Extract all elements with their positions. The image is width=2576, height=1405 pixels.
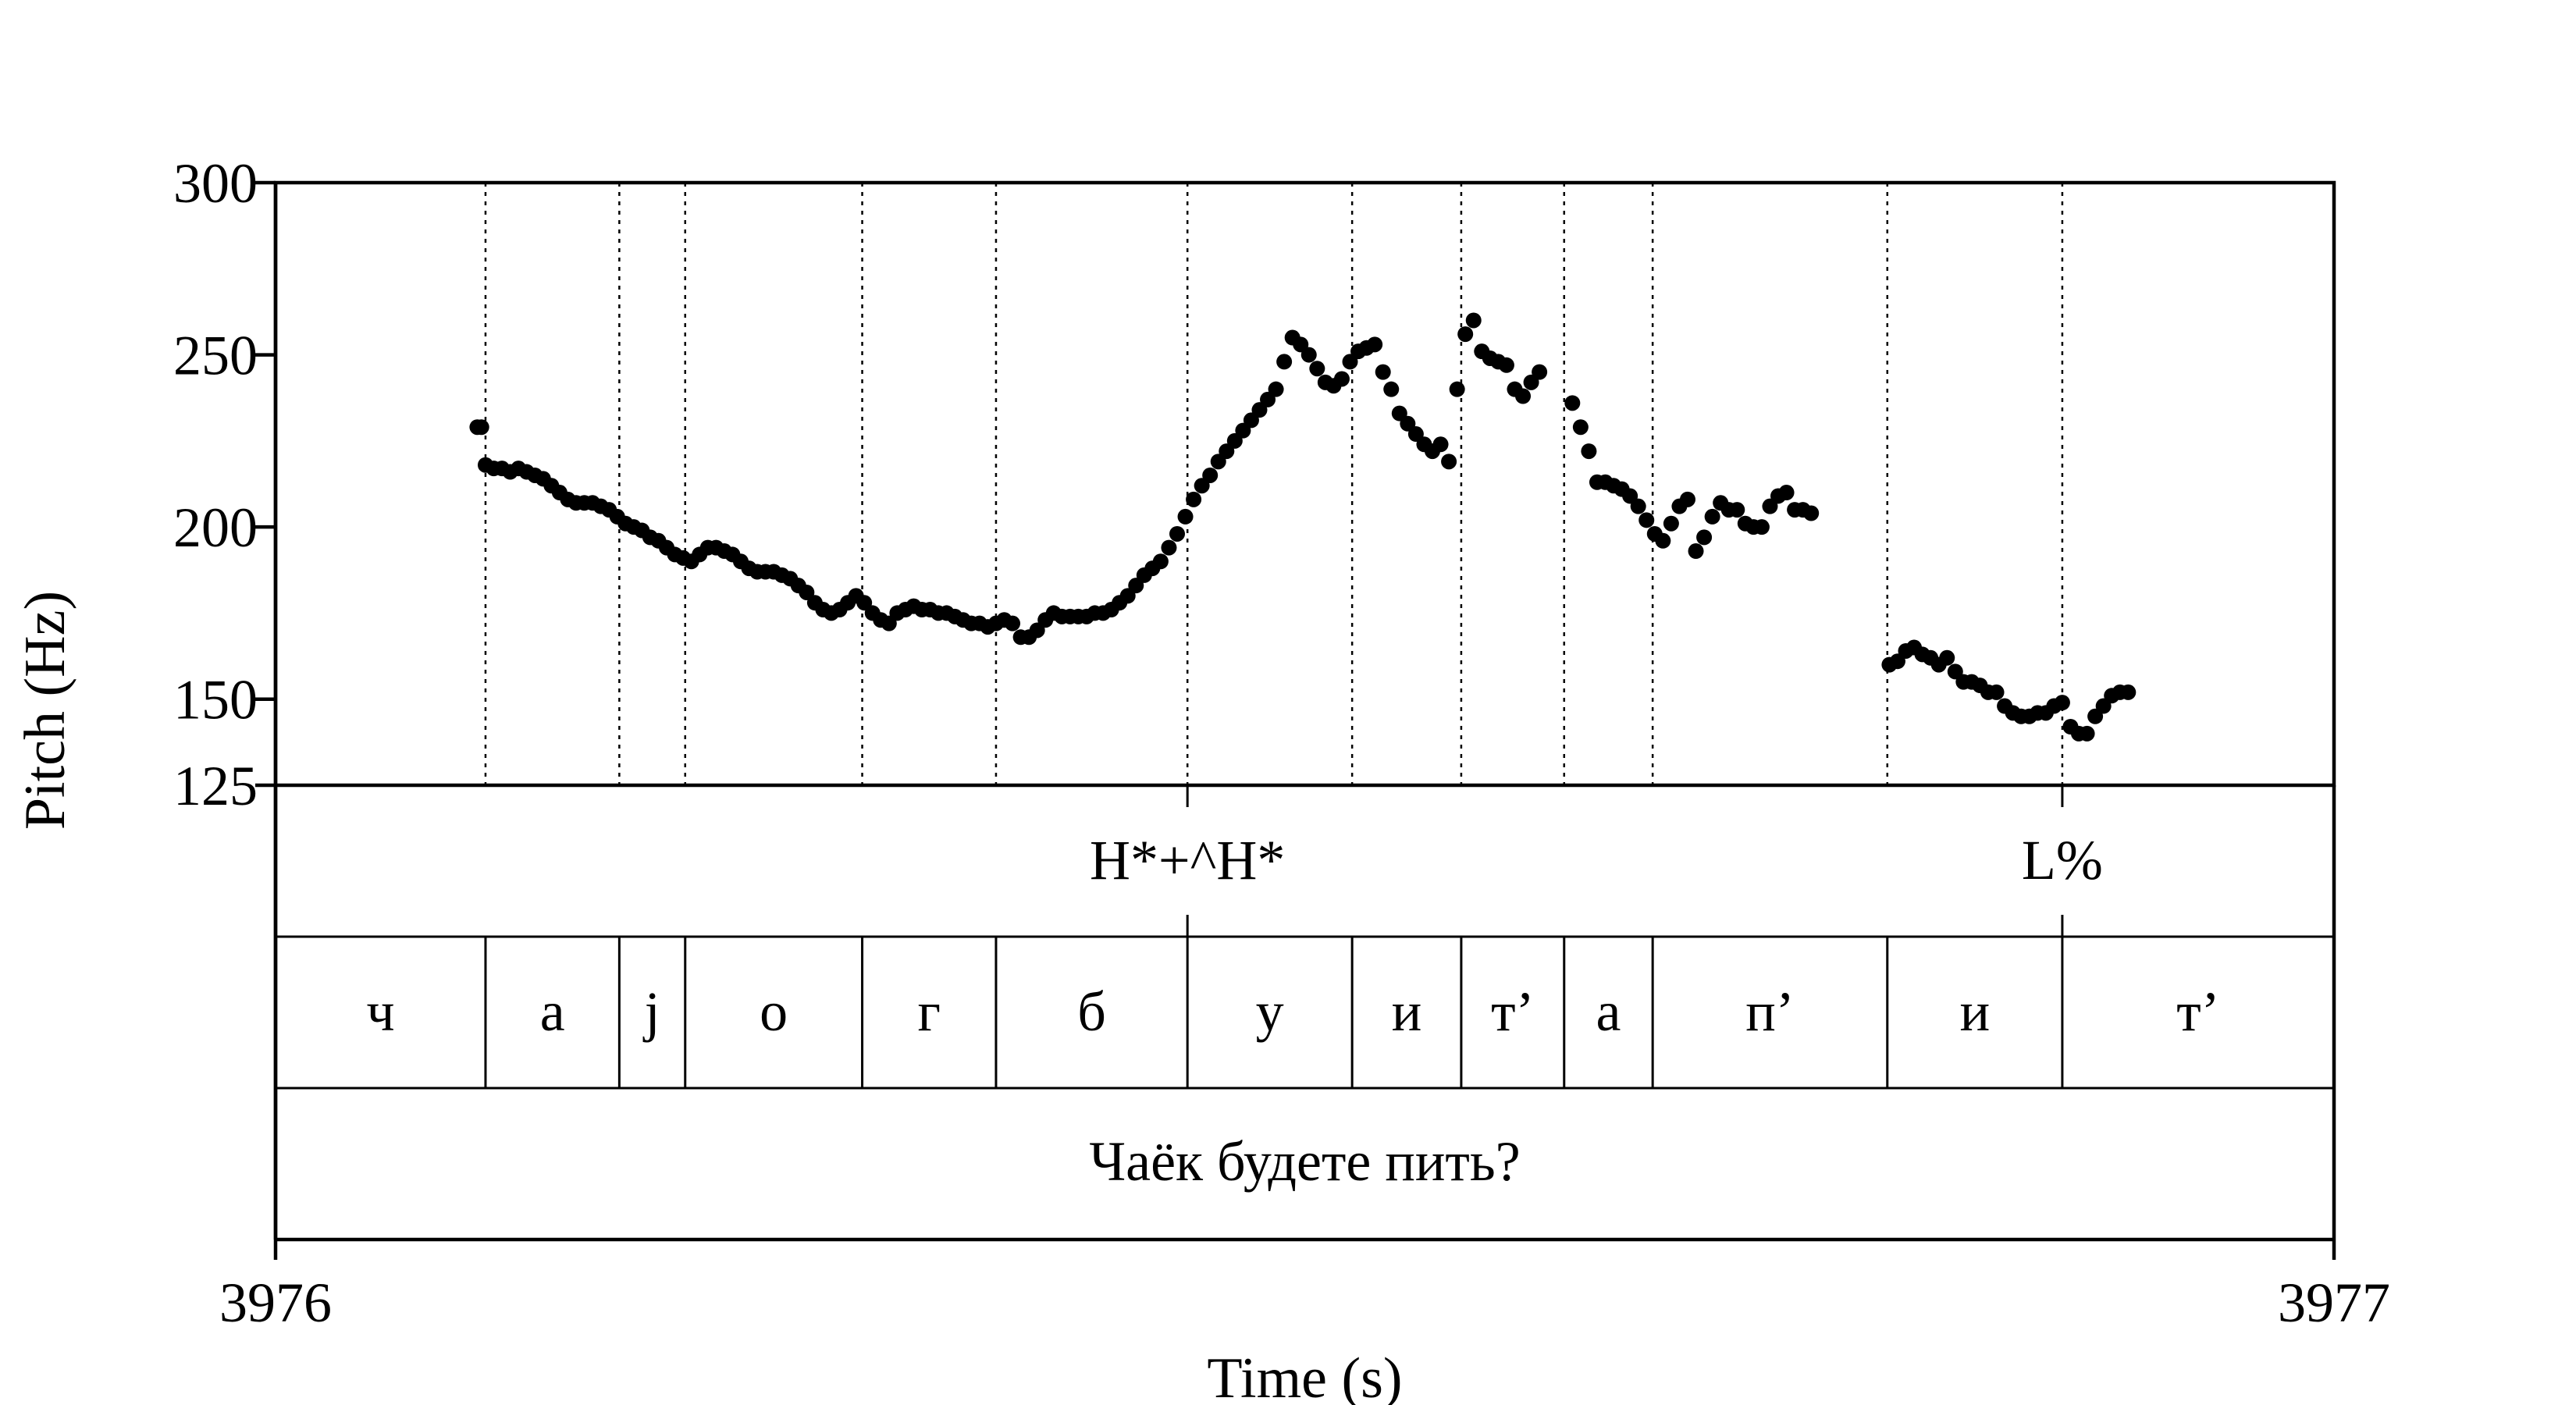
pitch-point	[1778, 485, 1795, 501]
pitch-point	[1988, 684, 2005, 700]
pitch-point	[1498, 357, 1514, 373]
pitch-point	[1432, 436, 1449, 453]
y-tick-label: 125	[173, 755, 258, 817]
segment-label: а	[540, 980, 565, 1043]
pitch-point	[2120, 684, 2137, 700]
x-tick-label: 3977	[2278, 1272, 2390, 1334]
pitch-point	[473, 419, 489, 436]
pitch-point	[1268, 381, 1284, 397]
pitch-point	[1169, 525, 1186, 542]
pitch-point	[1532, 364, 1548, 380]
y-tick-label: 300	[173, 152, 258, 215]
pitch-points	[469, 312, 2137, 742]
pitch-point	[1696, 529, 1713, 546]
pitch-point	[1729, 502, 1745, 518]
pitch-point	[1383, 381, 1400, 397]
pitch-point	[1300, 347, 1317, 363]
pitch-point	[1465, 312, 1482, 329]
axes	[273, 183, 2334, 1242]
pitch-point	[1655, 532, 1671, 549]
segment-label: у	[1256, 980, 1284, 1043]
pitch-point	[1441, 454, 1457, 470]
annotation-tiers: H*+^H* L% ч а j о г б у и т’ а п’ и т’ Чаёк будете пить…	[273, 180, 2336, 1240]
segment-label: ч	[366, 980, 394, 1043]
pitch-point	[1161, 539, 1177, 556]
pitch-point	[1152, 553, 1169, 570]
pitch-point	[1564, 395, 1581, 411]
segment-label: о	[760, 980, 788, 1043]
y-axis-title: Pitch (Hz)	[13, 591, 77, 830]
pitch-point	[1276, 354, 1293, 370]
pitch-point	[1202, 467, 1219, 483]
pitch-point	[1515, 388, 1532, 404]
pitch-point	[1333, 371, 1350, 387]
x-tick-label: 3976	[219, 1272, 332, 1334]
segment-label: б	[1077, 980, 1106, 1043]
pitch-point	[1005, 615, 1021, 631]
pitch-point	[1457, 326, 1474, 343]
pitch-point	[1186, 491, 1202, 507]
pitch-point	[1803, 505, 1820, 521]
segment-label: и	[1392, 980, 1422, 1043]
y-tick-label: 250	[173, 325, 258, 387]
segment-label: п’	[1745, 980, 1795, 1043]
y-tick-label: 200	[173, 496, 258, 559]
pitch-point	[1449, 381, 1465, 397]
pitch-point	[2079, 725, 2095, 742]
pitch-point	[2054, 695, 2070, 711]
segment-label: и	[1960, 980, 1991, 1043]
pitch-point	[1638, 512, 1655, 528]
segment-label: т’	[2176, 980, 2219, 1043]
pitch-point	[1177, 508, 1194, 525]
tone-label: H*+^H*	[1090, 829, 1285, 891]
pitch-point	[1630, 498, 1646, 514]
pitch-point	[1679, 491, 1695, 507]
pitch-point	[1753, 519, 1770, 535]
segment-label: j	[642, 980, 660, 1043]
pitch-point	[1663, 515, 1679, 532]
segment-label: г	[917, 980, 941, 1043]
pitch-point	[1367, 336, 1383, 353]
pitch-panel-frame	[273, 180, 2336, 788]
pitch-point	[1309, 361, 1325, 377]
pitch-point	[1704, 508, 1720, 525]
pitch-point	[1939, 649, 1955, 666]
axis-labels: 300 250 200 150 125 3976 3977	[173, 152, 2390, 1334]
pitch-point	[1581, 443, 1597, 460]
segment-label: а	[1596, 980, 1621, 1043]
segment-boundary-lines	[484, 183, 2064, 785]
x-axis-title: Time (s)	[1207, 1346, 1402, 1405]
pitch-point	[1375, 364, 1391, 380]
segment-label: т’	[1491, 980, 1534, 1043]
pitch-point	[1572, 419, 1589, 436]
tone-label: L%	[2022, 829, 2103, 891]
pitch-point	[1688, 543, 1704, 560]
utterance-label: Чаёк будете пить?	[1089, 1130, 1520, 1193]
y-tick-label: 150	[173, 669, 258, 731]
